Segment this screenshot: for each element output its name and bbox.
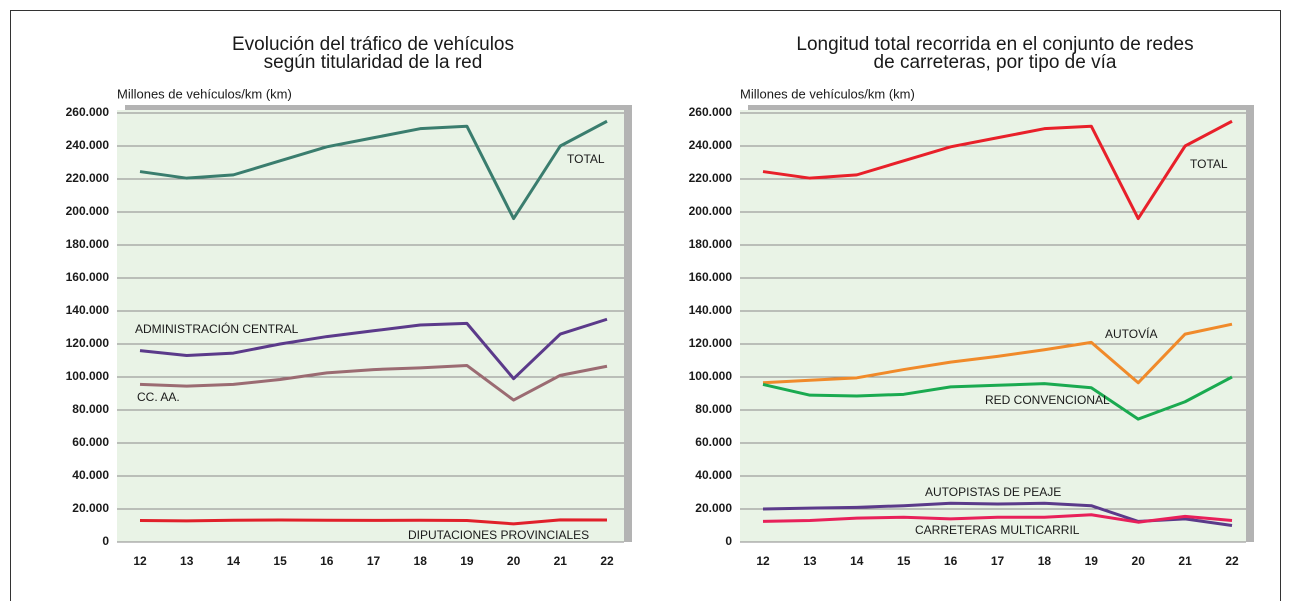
chart-title: según titularidad de la red xyxy=(264,52,483,73)
x-tick-label: 16 xyxy=(320,554,334,568)
plot-area xyxy=(117,110,624,542)
x-tick-label: 13 xyxy=(180,554,194,568)
x-tick-label: 19 xyxy=(460,554,474,568)
y-tick-label: 0 xyxy=(725,534,732,548)
x-tick-label: 21 xyxy=(1178,554,1192,568)
plot-area xyxy=(740,110,1246,542)
series-label: AUTOVÍA xyxy=(1105,326,1157,341)
series-line xyxy=(139,119,608,221)
y-tick-label: 100.000 xyxy=(66,369,110,383)
y-tick-label: 180.000 xyxy=(66,237,110,251)
x-tick-label: 14 xyxy=(850,554,864,568)
x-tick-label: 19 xyxy=(1085,554,1099,568)
x-tick-label: 17 xyxy=(991,554,1005,568)
frame xyxy=(10,10,1281,601)
y-tick-label: 160.000 xyxy=(66,270,110,284)
series-line xyxy=(762,119,1233,221)
y-tick-label: 80.000 xyxy=(695,402,732,416)
y-tick-label: 220.000 xyxy=(689,171,733,185)
y-tick-label: 80.000 xyxy=(72,402,109,416)
y-tick-label: 40.000 xyxy=(695,468,732,482)
x-tick-label: 14 xyxy=(227,554,241,568)
x-tick-label: 12 xyxy=(133,554,147,568)
series-line xyxy=(762,513,1233,524)
y-tick-label: 220.000 xyxy=(66,171,110,185)
series-label: RED CONVENCIONAL xyxy=(985,393,1110,407)
y-tick-label: 120.000 xyxy=(689,336,733,350)
x-tick-label: 15 xyxy=(897,554,911,568)
series-line xyxy=(139,518,608,526)
series-line xyxy=(139,317,608,381)
series-line xyxy=(139,363,608,402)
x-tick-label: 18 xyxy=(414,554,428,568)
x-tick-label: 20 xyxy=(507,554,521,568)
x-tick-label: 16 xyxy=(944,554,958,568)
chart-title: Evolución del tráfico de vehículos xyxy=(232,34,514,55)
y-tick-label: 140.000 xyxy=(689,303,733,317)
series-label: DIPUTACIONES PROVINCIALES xyxy=(408,528,589,542)
y-tick-label: 20.000 xyxy=(695,501,732,515)
x-tick-label: 22 xyxy=(600,554,614,568)
x-tick-label: 22 xyxy=(1225,554,1239,568)
series-label: AUTOPISTAS DE PEAJE xyxy=(925,485,1061,499)
y-tick-label: 0 xyxy=(102,534,109,548)
series-label: CARRETERAS MULTICARRIL xyxy=(915,523,1080,537)
x-tick-label: 20 xyxy=(1132,554,1146,568)
series-label: CC. AA. xyxy=(137,390,180,404)
y-tick-label: 60.000 xyxy=(695,435,732,449)
series-line xyxy=(762,322,1233,385)
series-label: TOTAL xyxy=(1190,157,1228,171)
chart-title: de carreteras, por tipo de vía xyxy=(874,52,1117,73)
y-tick-label: 260.000 xyxy=(66,105,110,119)
y-tick-label: 120.000 xyxy=(66,336,110,350)
x-tick-label: 13 xyxy=(803,554,817,568)
y-tick-label: 60.000 xyxy=(72,435,109,449)
y-tick-label: 260.000 xyxy=(689,105,733,119)
x-tick-label: 18 xyxy=(1038,554,1052,568)
y-tick-label: 200.000 xyxy=(689,204,733,218)
y-tick-label: 100.000 xyxy=(689,369,733,383)
y-tick-label: 140.000 xyxy=(66,303,110,317)
y-tick-label: 200.000 xyxy=(66,204,110,218)
x-tick-label: 15 xyxy=(273,554,287,568)
series-label: ADMINISTRACIÓN CENTRAL xyxy=(135,321,299,336)
series-line xyxy=(762,375,1233,421)
chart-title: Longitud total recorrida en el conjunto … xyxy=(796,34,1193,55)
y-tick-label: 20.000 xyxy=(72,501,109,515)
y-axis-label: Millones de vehículos/km (km) xyxy=(740,86,915,101)
series-label: TOTAL xyxy=(567,152,605,166)
y-tick-label: 240.000 xyxy=(66,138,110,152)
y-tick-label: 40.000 xyxy=(72,468,109,482)
x-tick-label: 12 xyxy=(756,554,770,568)
x-tick-label: 21 xyxy=(554,554,568,568)
y-tick-label: 160.000 xyxy=(689,270,733,284)
y-tick-label: 240.000 xyxy=(689,138,733,152)
y-axis-label: Millones de vehículos/km (km) xyxy=(117,86,292,101)
x-tick-label: 17 xyxy=(367,554,381,568)
y-tick-label: 180.000 xyxy=(689,237,733,251)
